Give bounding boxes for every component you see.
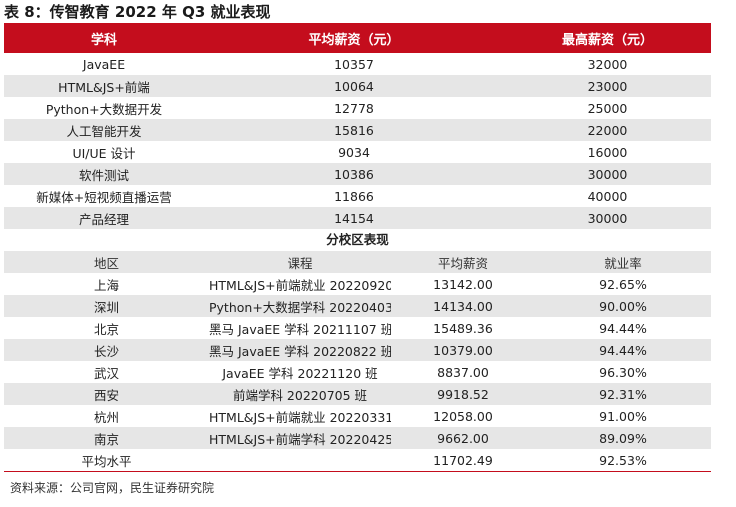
table-row: UI/UE 设计 9034 16000 — [4, 141, 711, 163]
subject-cell: 产品经理 — [78, 211, 129, 227]
course-cell: 前端学科 20220705 班 — [232, 387, 368, 403]
max-salary-cell: 16000 — [587, 144, 628, 160]
table-row: 软件测试 10386 30000 — [4, 163, 711, 185]
employment-rate-cell: 91.00% — [599, 408, 647, 424]
table-row: 南京 HTML&JS+前端学科 20220425 班 9662.00 89.09… — [4, 427, 711, 449]
region-cell: 南京 — [93, 431, 119, 447]
header-course: 课程 — [287, 255, 313, 271]
avg-salary-cell: 14154 — [334, 210, 374, 226]
subject-cell: 人工智能开发 — [66, 123, 142, 139]
region-cell: 上海 — [93, 277, 119, 293]
header-region: 地区 — [93, 255, 119, 271]
max-salary-cell: 32000 — [587, 56, 628, 72]
table-row: 杭州 HTML&JS+前端就业 20220331 班 12058.00 91.0… — [4, 405, 711, 427]
course-cell: HTML&JS+前端就业 20220920 班 — [209, 277, 391, 293]
region-cell: 西安 — [93, 387, 119, 403]
max-salary-cell: 40000 — [587, 188, 628, 204]
region-cell: 深圳 — [93, 299, 119, 315]
subject-cell: JavaEE — [82, 56, 126, 72]
table-row: HTML&JS+前端 10064 23000 — [4, 75, 711, 97]
avg-salary-cell: 9662.00 — [437, 430, 489, 446]
employment-rate-cell: 92.31% — [599, 386, 647, 402]
subject-cell: HTML&JS+前端 — [58, 79, 150, 95]
employment-rate-cell: 92.65% — [599, 276, 647, 292]
employment-rate-cell: 94.44% — [599, 342, 647, 358]
source-note: 资料来源：公司官网，民生证券研究院 — [10, 481, 215, 495]
avg-salary-cell: 11702.49 — [433, 452, 493, 468]
region-cell: 长沙 — [93, 343, 119, 359]
max-salary-cell: 23000 — [587, 78, 628, 94]
table-row: Python+大数据开发 12778 25000 — [4, 97, 711, 119]
course-cell: HTML&JS+前端就业 20220331 班 — [209, 409, 391, 425]
table-title: 表 8：传智教育 2022 年 Q3 就业表现 — [4, 3, 271, 21]
table-row: JavaEE 10357 32000 — [4, 53, 711, 75]
header-employment-rate: 就业率 — [604, 255, 642, 271]
course-cell: Python+大数据学科 20220403 班 — [209, 299, 391, 315]
employment-rate-cell: 90.00% — [599, 298, 647, 314]
avg-salary-cell: 10386 — [334, 166, 374, 182]
table-row: 长沙 黑马 JavaEE 学科 20220822 班 10379.00 94.4… — [4, 339, 711, 361]
region-cell: 平均水平 — [81, 453, 132, 469]
max-salary-cell: 22000 — [587, 122, 628, 138]
avg-salary-cell: 10064 — [334, 78, 374, 94]
course-cell: HTML&JS+前端学科 20220425 班 — [209, 431, 391, 447]
table-row: 武汉 JavaEE 学科 20221120 班 8837.00 96.30% — [4, 361, 711, 383]
subject-cell: UI/UE 设计 — [72, 145, 136, 161]
employment-rate-cell: 89.09% — [599, 430, 647, 446]
max-salary-cell: 30000 — [587, 210, 628, 226]
avg-salary-cell: 15816 — [334, 122, 374, 138]
header-avg-salary: 平均薪资（元） — [308, 32, 400, 48]
avg-salary-cell: 13142.00 — [433, 276, 493, 292]
employment-rate-cell: 92.53% — [599, 452, 647, 468]
average-row: 平均水平 11702.49 92.53% — [4, 449, 711, 472]
table-header: 学科 平均薪资（元） 最高薪资（元） — [4, 23, 711, 53]
employment-table: 学科 平均薪资（元） 最高薪资（元） JavaEE 10357 32000 HT… — [4, 23, 711, 472]
table-row: 北京 黑马 JavaEE 学科 20211107 班 15489.36 94.4… — [4, 317, 711, 339]
campus-header-row: 地区 课程 平均薪资 就业率 — [4, 251, 711, 273]
avg-salary-cell: 12778 — [334, 100, 374, 116]
region-cell: 武汉 — [93, 365, 119, 381]
avg-salary-cell: 11866 — [334, 188, 374, 204]
avg-salary-cell: 9918.52 — [437, 386, 489, 402]
table-row: 新媒体+短视频直播运营 11866 40000 — [4, 185, 711, 207]
avg-salary-cell: 12058.00 — [433, 408, 493, 424]
subject-cell: 新媒体+短视频直播运营 — [36, 189, 172, 205]
subject-cell: 软件测试 — [78, 167, 129, 183]
avg-salary-cell: 9034 — [338, 144, 370, 160]
employment-rate-cell: 96.30% — [599, 364, 647, 380]
course-cell: 黑马 JavaEE 学科 20211107 班 — [209, 321, 391, 337]
table-row: 深圳 Python+大数据学科 20220403 班 14134.00 90.0… — [4, 295, 711, 317]
table-row: 人工智能开发 15816 22000 — [4, 119, 711, 141]
max-salary-cell: 30000 — [587, 166, 628, 182]
table-row: 产品经理 14154 30000 — [4, 207, 711, 229]
table-row: 西安 前端学科 20220705 班 9918.52 92.31% — [4, 383, 711, 405]
avg-salary-cell: 10379.00 — [433, 342, 493, 358]
max-salary-cell: 25000 — [587, 100, 628, 116]
avg-salary-cell: 8837.00 — [437, 364, 489, 380]
region-cell: 北京 — [93, 321, 119, 337]
course-cell: 黑马 JavaEE 学科 20220822 班 — [209, 343, 391, 359]
table-row: 上海 HTML&JS+前端就业 20220920 班 13142.00 92.6… — [4, 273, 711, 295]
avg-salary-cell: 10357 — [334, 56, 374, 72]
header-avg-salary: 平均薪资 — [437, 255, 488, 271]
avg-salary-cell: 14134.00 — [433, 298, 493, 314]
region-cell: 杭州 — [93, 409, 119, 425]
employment-rate-cell: 94.44% — [599, 320, 647, 336]
header-max-salary: 最高薪资（元） — [561, 32, 653, 48]
avg-salary-cell: 15489.36 — [433, 320, 493, 336]
course-cell: JavaEE 学科 20221120 班 — [222, 365, 378, 381]
section-title: 分校区表现 — [326, 232, 389, 247]
subject-cell: Python+大数据开发 — [45, 101, 163, 117]
header-subject: 学科 — [90, 32, 117, 48]
